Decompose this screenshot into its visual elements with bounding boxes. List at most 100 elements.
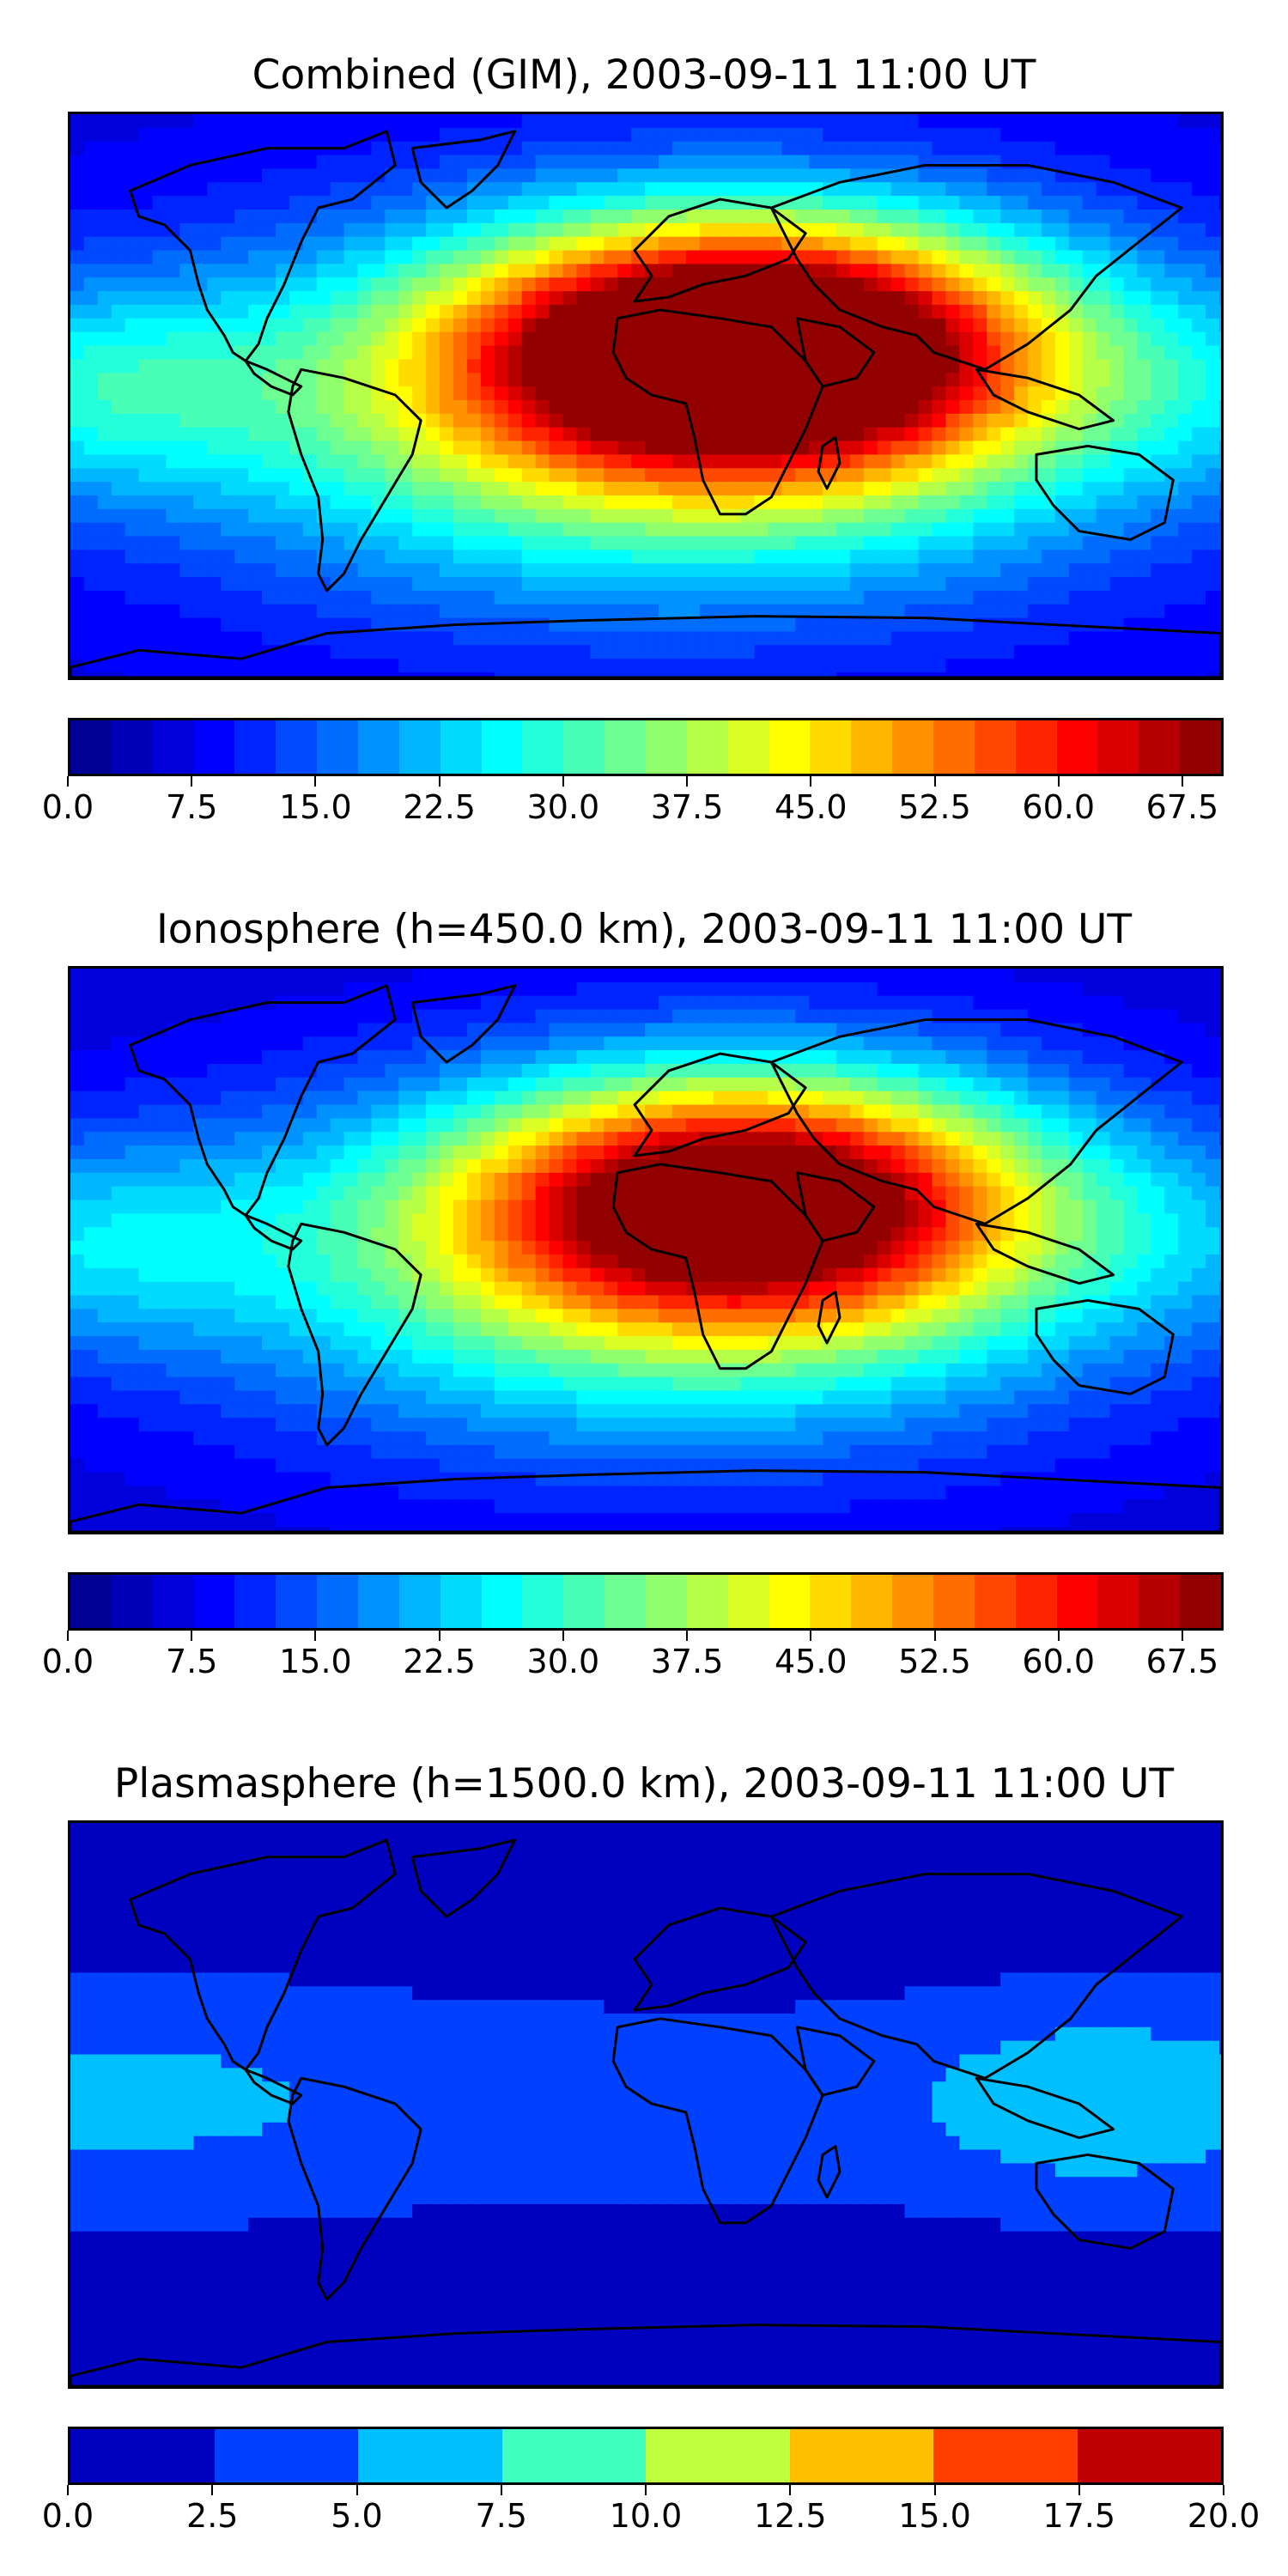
colorbar-segment [769,720,811,774]
colorbar-tick-label: 17.5 [1042,2497,1116,2535]
colorbar-segment [1097,720,1139,774]
colorbar-segment [605,720,647,774]
colorbar-segment [276,1575,318,1628]
panel-title-combined: Combined (GIM), 2003-09-11 11:00 UT [252,52,1036,99]
colorbar-tick-label: 15.0 [898,2497,971,2535]
colorbar-tick-label: 52.5 [898,1643,971,1680]
colorbar-tick [933,1631,936,1641]
colorbar-segment [70,2429,215,2482]
colorbar-tick-label: 7.5 [475,2497,527,2535]
colorbar-segment [1015,1575,1057,1628]
colorbar-tick-label: 60.0 [1022,1643,1096,1680]
coastline-africa [611,2017,824,2225]
colorbar-tick-label: 7.5 [165,1643,218,1680]
colorbar-tick [191,1631,193,1641]
coastline-south-america [287,1222,422,1447]
colorbar-ticks-ionosphere: 0.0 7.5 15.0 22.5 30.0 37.5 45.0 52.5 60.0 67.5 [42,1631,1224,1682]
colorbar-segment [686,1575,728,1628]
coastline-madagascar [817,436,841,490]
colorbar-tick-label: 10.0 [609,2497,683,2535]
colorbar-segment [70,1575,112,1628]
coastline-madagascar [817,2145,841,2199]
colorbar-segment [563,1575,605,1628]
colorbar-tick [211,2485,214,2495]
tec-field [70,114,1221,677]
coastline-australia [1035,2153,1175,2250]
colorbar-tick-label: 37.5 [650,1643,724,1680]
colorbar-tick-label: 30.0 [526,788,600,826]
colorbar-segment [605,1575,647,1628]
coastline-africa [611,1163,824,1370]
colorbar-tick-label: 0.0 [41,2497,94,2535]
colorbar-segment [234,1575,276,1628]
colorbar-segment [1056,1575,1098,1628]
colorbar-segment [70,720,112,774]
coastline-africa [611,308,824,516]
colorbar-segment [933,720,975,774]
colorbar-tick [933,776,936,787]
colorbar-segment [933,1575,975,1628]
colorbar-tick-label: 0.0 [41,1643,94,1680]
tec-field [70,969,1221,1532]
colorbar-segment [481,720,523,774]
colorbar-tick [810,776,812,787]
colorbar-tick [686,1631,689,1641]
colorbar-segment [769,1575,811,1628]
coastline-arabia [795,317,876,388]
colorbar-segment [974,720,1016,774]
colorbar-tick-label: 22.5 [403,788,476,826]
colorbar-ticks-plasmasphere: 0.0 2.5 5.0 7.5 10.0 12.5 15.0 17.5 20.0 [42,2485,1260,2537]
colorbar-tick [1181,776,1183,787]
colorbar-segment [152,720,194,774]
colorbar-segment [358,1575,399,1628]
colorbar-segment [851,720,893,774]
colorbar-segment [727,1575,769,1628]
colorbar-tick-label: 67.5 [1145,788,1219,826]
colorbar-tick [438,776,440,787]
colorbar-tick [645,2485,647,2495]
colorbar-segment [933,2429,1078,2482]
colorbar-segment [1077,2429,1221,2482]
colorbar-tick [933,2485,936,2495]
coastline-antarctica [70,2324,1221,2386]
colorbar-segment [522,720,564,774]
colorbar-segment [398,1575,440,1628]
colorbar-segment [646,2429,790,2482]
map-ionosphere [68,966,1224,1534]
colorbar-segment [810,1575,852,1628]
colorbar-tick-label: 60.0 [1022,788,1096,826]
colorbar-tick [314,1631,317,1641]
colorbar-combined [68,718,1224,776]
colorbar-segment [563,720,605,774]
coastline-central-america [244,1213,303,1251]
coastline-arabia [795,1171,876,1242]
colorbar-segment [398,720,440,774]
colorbar-tick-label: 12.5 [753,2497,827,2535]
colorbar-segment [646,1575,687,1628]
colorbar-tick-label: 30.0 [526,1643,600,1680]
colorbar-segment [851,1575,893,1628]
colorbar-segment [317,1575,359,1628]
colorbar-segment [440,1575,482,1628]
coastline-antarctica [70,1469,1221,1532]
coastline-greenland [410,984,517,1064]
colorbar-tick [562,776,564,787]
colorbar-segment [1015,720,1057,774]
coastline-central-america [244,359,303,397]
coastline-indonesia [975,368,1115,431]
colorbar-segment [1056,720,1098,774]
coastline-south-america [287,2076,422,2301]
colorbar-tick [810,1631,812,1641]
colorbar-tick [1057,1631,1060,1641]
colorbar-segment [481,1575,523,1628]
coastline-north-america [129,984,397,1217]
colorbar-segment [234,720,276,774]
colorbar-tick [1078,2485,1080,2495]
colorbar-tick-label: 0.0 [41,788,94,826]
colorbar-segment [214,2429,358,2482]
colorbar-segment [358,720,399,774]
colorbar-segment [1180,1575,1222,1628]
colorbar-segment [358,2429,502,2482]
colorbar-tick [438,1631,440,1641]
colorbar-tick-label: 45.0 [774,788,848,826]
